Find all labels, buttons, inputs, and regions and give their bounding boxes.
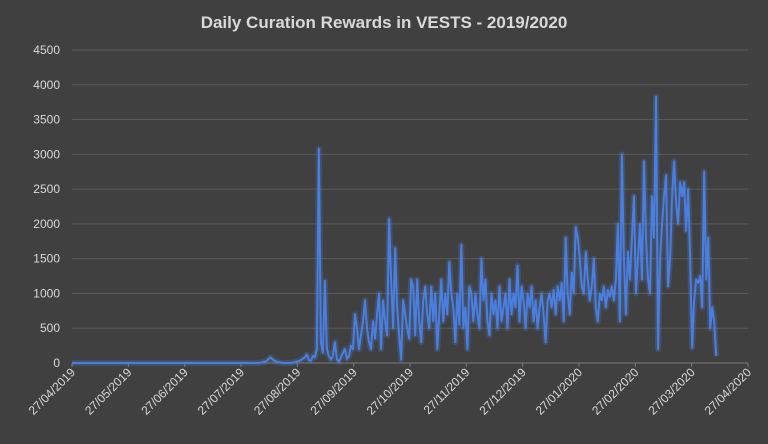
x-tick-label: 27/10/2019 <box>364 365 417 418</box>
x-tick-label: 27/11/2019 <box>421 365 473 417</box>
y-tick-label: 1500 <box>33 252 60 266</box>
y-tick-label: 3500 <box>33 113 60 127</box>
y-tick-label: 4500 <box>33 43 60 57</box>
y-tick-label: 500 <box>40 321 60 335</box>
y-tick-label: 3000 <box>33 147 60 161</box>
y-tick-label: 1000 <box>33 286 60 300</box>
y-axis-ticks: 0 500 1000 1500 2000 2500 3000 3500 4000 4500 <box>33 43 60 370</box>
y-tick-label: 2500 <box>33 182 60 196</box>
x-tick-label: 27/03/2020 <box>645 365 698 418</box>
x-tick-label: 27/12/2019 <box>476 365 529 418</box>
series-line <box>72 95 718 364</box>
y-tick-label: 4000 <box>33 78 60 92</box>
y-tick-label: 0 <box>53 356 60 370</box>
y-tick-label: 2000 <box>33 217 60 231</box>
x-tick-label: 27/02/2020 <box>589 365 642 418</box>
x-tick-label: 27/09/2019 <box>307 365 360 418</box>
x-tick-label: 27/04/2019 <box>26 365 79 418</box>
x-tick-label: 27/01/2020 <box>533 365 586 418</box>
x-tick-label: 27/04/2020 <box>702 365 755 418</box>
x-tick-label: 27/05/2019 <box>82 365 135 418</box>
series-layer <box>71 93 720 366</box>
x-tick-label: 27/07/2019 <box>195 365 248 418</box>
gridlines <box>72 49 748 364</box>
x-tick-label: 27/08/2019 <box>251 365 304 418</box>
chart-title: Daily Curation Rewards in VESTS - 2019/2… <box>201 13 568 32</box>
x-tick-label: 27/06/2019 <box>138 365 191 418</box>
x-axis-ticks: 27/04/2019 27/05/2019 27/06/2019 27/07/2019… <box>26 363 755 418</box>
